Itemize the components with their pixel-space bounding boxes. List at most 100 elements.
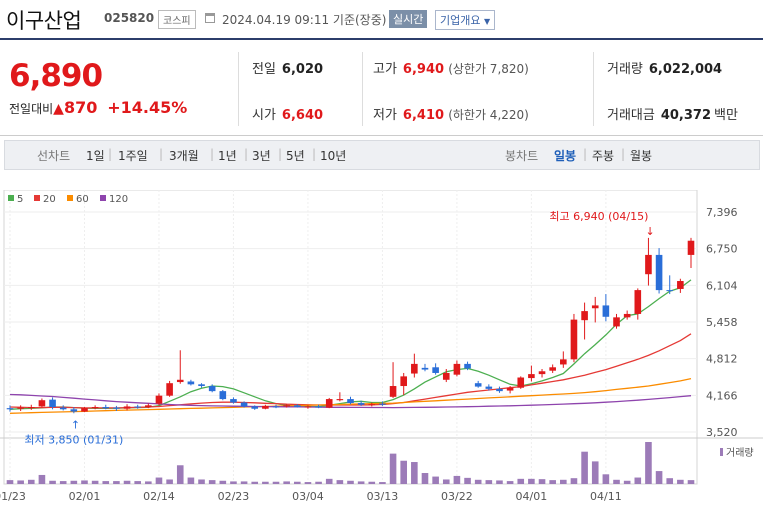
volume-bar — [506, 481, 514, 484]
volume-bar — [187, 477, 195, 484]
candle-body — [166, 383, 173, 396]
tab-3y[interactable]: 3년 — [252, 149, 271, 163]
volume-bar — [262, 481, 269, 484]
candle-body — [38, 400, 46, 407]
tab-3m[interactable]: 3개월 — [169, 149, 199, 163]
volume-bar — [496, 480, 503, 484]
candle-body — [549, 367, 556, 371]
volume-bar — [347, 480, 354, 484]
legend-swatch — [34, 195, 40, 201]
open-price: 시가 6,640 — [252, 104, 323, 123]
x-tick-label: 03/04 — [292, 490, 324, 503]
volume-bar — [6, 480, 14, 484]
candle-body — [400, 376, 408, 387]
tab-1y[interactable]: 1년 — [218, 149, 237, 163]
company-info-dropdown[interactable]: 기업개요 ▼ — [435, 10, 496, 30]
legend-swatch — [8, 195, 14, 201]
upper-limit: (상한가 7,820) — [448, 62, 529, 76]
volume-bar — [411, 462, 418, 484]
divider — [238, 52, 239, 126]
prev-label: 전일 — [252, 62, 276, 77]
legend-label: 120 — [109, 194, 128, 205]
candle-body — [336, 399, 344, 401]
volume-bar — [379, 482, 386, 484]
candle-body — [464, 363, 471, 369]
tab-monthly[interactable]: 월봉 — [630, 149, 653, 163]
volume-bar — [677, 479, 684, 484]
volume-bar — [453, 475, 461, 484]
candle-body — [283, 405, 290, 407]
stock-chart[interactable]: 7,396 6,750 6,104 5,458 4,812 4,166 3,520 01/23… — [0, 190, 763, 517]
candle-body — [389, 386, 397, 397]
candle-chart-label: 봉차트 — [505, 149, 539, 163]
tab-1w[interactable]: 1주일 — [118, 149, 148, 163]
candle-body — [538, 371, 546, 375]
candle-body — [134, 406, 141, 408]
candle-body — [379, 403, 386, 405]
candle-body — [634, 290, 642, 314]
candle-body — [176, 379, 184, 383]
x-tick-label: 04/01 — [516, 490, 548, 503]
realtime-button[interactable]: 실시간 — [389, 10, 428, 28]
low-price: 저가 6,410 (하한가 4,220) — [373, 104, 529, 123]
volume-bar — [38, 474, 46, 484]
tab-10y[interactable]: 10년 — [320, 149, 347, 163]
legend-swatch — [100, 195, 106, 201]
candle-body — [411, 363, 418, 374]
candle-body — [442, 372, 450, 380]
candle-body — [496, 388, 503, 392]
y-tick-label: 6,104 — [706, 279, 738, 292]
candle-body — [198, 384, 205, 387]
candle-body — [240, 402, 248, 407]
min-annotation: 최저 3,850 (01/31) — [24, 433, 123, 446]
company-info-label: 기업개요 — [440, 14, 481, 27]
volume-bar — [91, 480, 99, 484]
market-badge: 코스피 — [158, 10, 196, 29]
volume-bar — [442, 479, 450, 484]
stock-code: 025820 — [104, 11, 155, 25]
volume-bar — [645, 442, 652, 484]
y-tick-label: 4,812 — [706, 353, 738, 366]
volume-bar — [581, 451, 588, 484]
stock-name: 이구산업 — [6, 9, 82, 33]
volume-bar — [145, 481, 152, 484]
volume-bar — [59, 481, 67, 484]
price-change: 전일대비▲870 +14.45% — [9, 98, 187, 117]
volume-bar — [325, 478, 333, 484]
change-value: 870 — [63, 98, 98, 117]
candle-body — [613, 317, 620, 327]
amount-label: 거래대금 — [607, 108, 655, 123]
candle-body — [645, 254, 652, 275]
candle-body — [687, 240, 695, 255]
divider — [362, 52, 363, 126]
current-price: 6,890 — [9, 58, 103, 94]
candle-body — [272, 406, 280, 408]
volume-bar — [655, 471, 663, 484]
y-tick-label: 6,750 — [706, 243, 738, 256]
trade-amount: 거래대금 40,372 백만 — [607, 104, 738, 123]
tab-daily[interactable]: 일봉 — [554, 149, 577, 163]
tab-1d[interactable]: 1일 — [86, 149, 105, 163]
volume-bar — [464, 477, 471, 484]
candle-body — [368, 404, 376, 406]
volume-bar — [304, 482, 312, 484]
x-tick-label: 02/23 — [218, 490, 250, 503]
candle-body — [219, 391, 227, 400]
tab-weekly[interactable]: 주봉 — [592, 149, 615, 163]
volume-bar — [113, 481, 120, 484]
candle-body — [208, 386, 216, 392]
candle-body — [560, 359, 567, 365]
candle-body — [570, 319, 578, 360]
candle-body — [655, 254, 663, 291]
tab-5y[interactable]: 5년 — [286, 149, 305, 163]
ma-line-60 — [9, 377, 692, 414]
volume-bar — [591, 461, 599, 484]
lower-limit: (하한가 4,220) — [448, 108, 529, 122]
volume-label: 거래량 — [607, 62, 643, 77]
candle-body — [91, 407, 99, 409]
open-value: 6,640 — [281, 108, 324, 123]
x-tick-label: 02/01 — [69, 490, 101, 503]
candle-body — [581, 311, 588, 321]
line-chart-label: 선차트 — [37, 149, 71, 163]
volume-bar — [230, 481, 237, 484]
